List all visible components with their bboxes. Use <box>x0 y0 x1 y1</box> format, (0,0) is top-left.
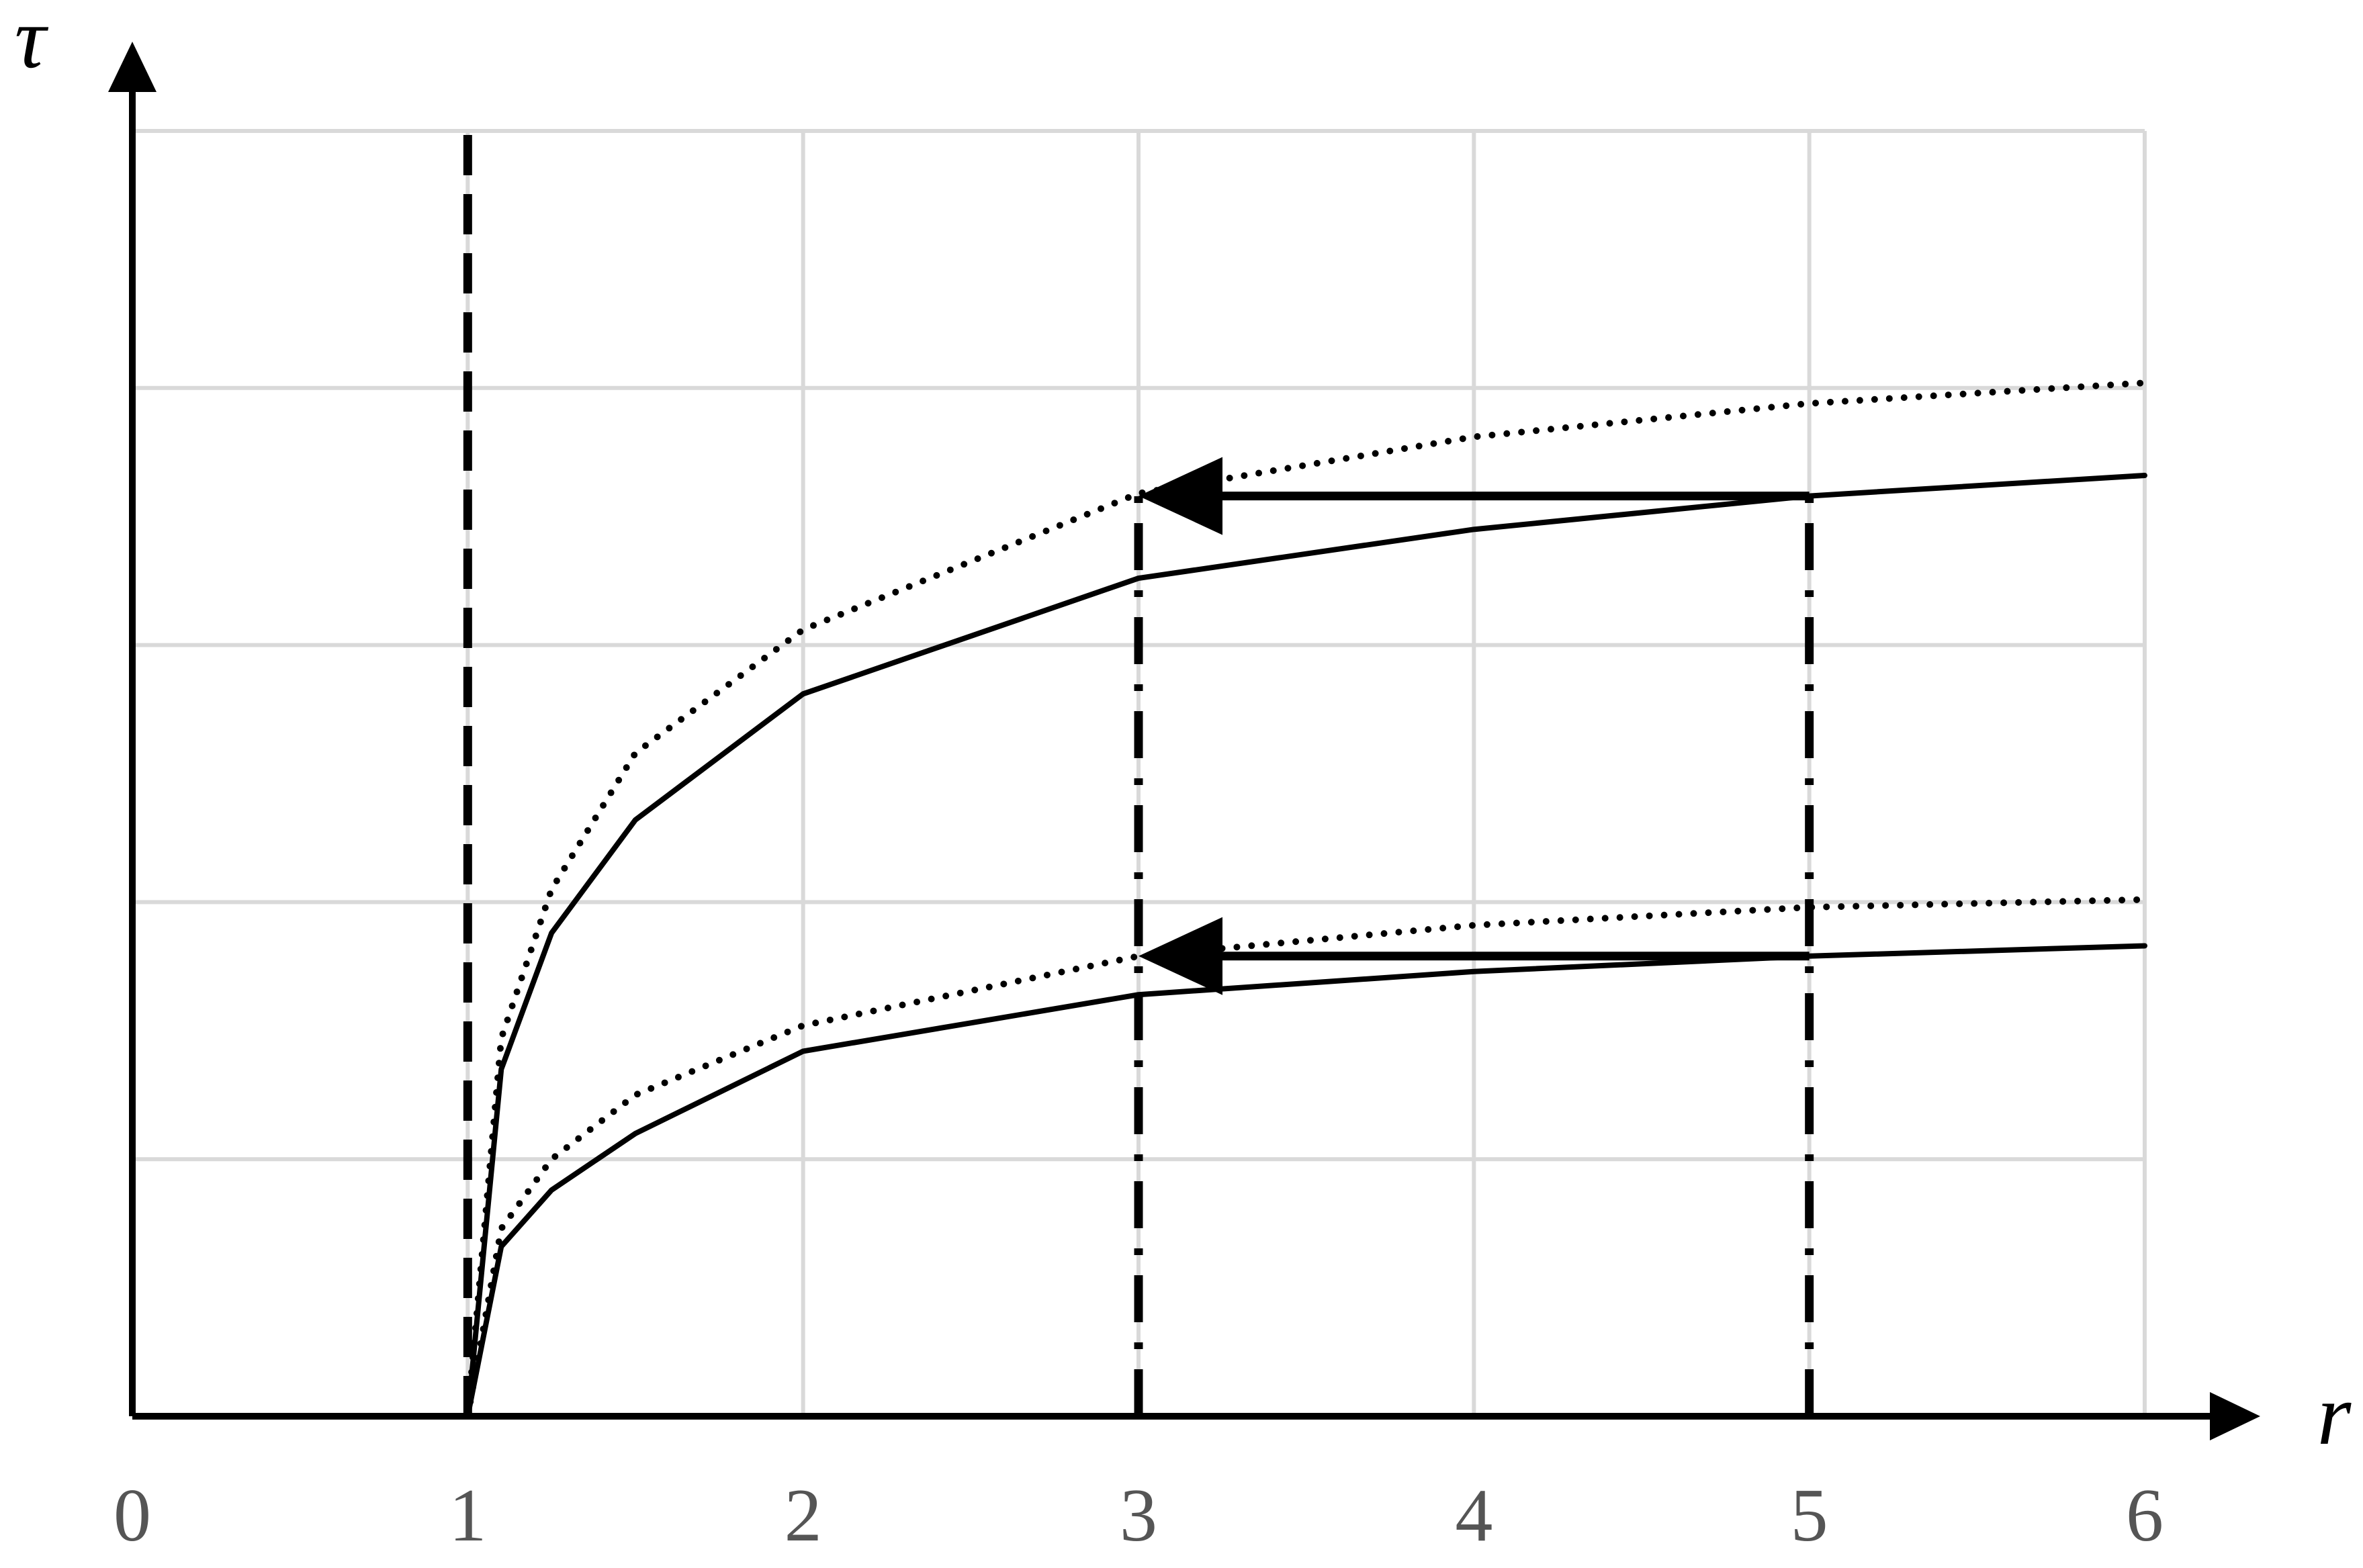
arrow-head <box>1139 457 1222 535</box>
x-tick-label: 1 <box>449 1474 486 1557</box>
arrow-head <box>1139 917 1222 995</box>
x-axis-arrow <box>2210 1392 2260 1440</box>
x-tick-label: 3 <box>1120 1474 1157 1557</box>
x-tick-label: 4 <box>1455 1474 1492 1557</box>
dotted-curve <box>464 379 2148 1420</box>
x-tick-label: 2 <box>785 1474 822 1557</box>
y-axis-label: τ <box>15 0 49 87</box>
x-tick-label: 5 <box>1791 1474 1828 1557</box>
x-tick-label: 6 <box>2126 1474 2164 1557</box>
x-tick-label: 0 <box>114 1474 151 1557</box>
solid-curve <box>465 943 2147 1419</box>
dotted-curve <box>464 896 2148 1420</box>
solid-curve <box>465 472 2147 1419</box>
x-axis-label: r <box>2317 1367 2352 1463</box>
y-axis-arrow <box>108 42 157 92</box>
